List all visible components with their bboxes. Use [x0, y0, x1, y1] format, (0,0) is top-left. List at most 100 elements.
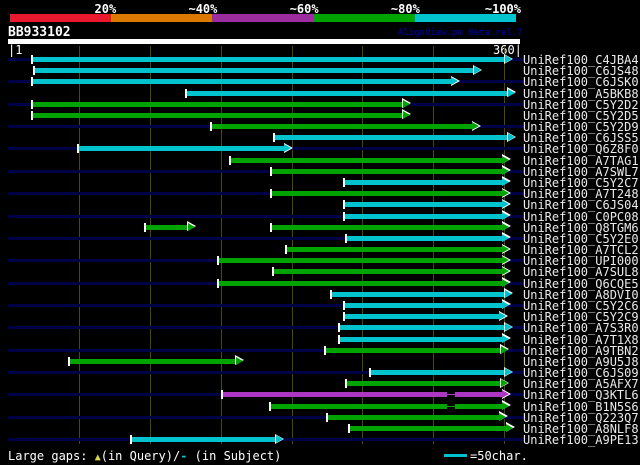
alignment-bar[interactable]	[31, 112, 405, 118]
hit-label[interactable]: UniRef100_A5AFX7	[523, 377, 639, 392]
lane-line	[8, 192, 524, 196]
arrowhead-icon	[502, 267, 509, 276]
hit-label[interactable]: UniRef100_Q6CQE5	[523, 276, 639, 291]
bar-start-tick	[216, 256, 219, 266]
hit-label[interactable]: UniRef100_A5BKB8	[523, 86, 639, 101]
alignment-bar[interactable]	[270, 191, 504, 197]
alignment-bar[interactable]	[76, 146, 286, 152]
bar-start-tick	[270, 166, 273, 176]
alignment-bar[interactable]	[324, 347, 503, 353]
hit-label[interactable]: UniRef100_A9TBN2	[523, 343, 639, 358]
hit-label[interactable]: UniRef100_Q6Z8F0	[523, 142, 639, 157]
hit-label[interactable]: UniRef100_A7T1X8	[523, 332, 639, 347]
lane-line	[8, 415, 524, 419]
arrowhead-icon	[502, 177, 509, 186]
gridline-150	[221, 46, 222, 444]
scale-percent-label: ~40%	[188, 2, 218, 16]
query-gap-icon: ▲	[94, 452, 101, 463]
hit-label[interactable]: UniRef100_C5Y2C7	[523, 175, 639, 190]
hit-label[interactable]: UniRef100_C5Y2D5	[523, 108, 639, 123]
alignment-bar[interactable]	[345, 235, 504, 241]
hit-label[interactable]: UniRef100_A8DVI0	[523, 287, 639, 302]
hit-label[interactable]: UniRef100_C6JS04	[523, 198, 639, 213]
hit-label[interactable]: UniRef100_C5Y2D2	[523, 97, 639, 112]
hit-label[interactable]: UniRef100_A9PE13	[523, 433, 639, 448]
ruler-bar	[8, 39, 520, 44]
hit-label[interactable]: UniRef100_C4JBA4	[523, 53, 639, 67]
alignment-bar[interactable]	[342, 202, 504, 208]
hit-label[interactable]: UniRef100_B1N5S6	[523, 399, 639, 414]
alignment-bar[interactable]	[342, 179, 504, 185]
hit-label[interactable]: UniRef100_A9U5J8	[523, 354, 639, 369]
arrowhead-icon	[506, 423, 514, 432]
alignment-bar[interactable]	[329, 291, 507, 297]
hit-label[interactable]: UniRef100_A7TAG1	[523, 153, 639, 168]
scale-percent-label: ~80%	[390, 2, 420, 16]
bar-start-tick	[342, 200, 345, 210]
alignment-bar[interactable]	[342, 302, 504, 308]
lane-line	[8, 371, 524, 375]
alignment-bar[interactable]	[338, 336, 504, 342]
hit-label[interactable]: UniRef100_Q3KTL6	[523, 388, 639, 403]
hit-label[interactable]: UniRef100_A7SUL8	[523, 265, 639, 280]
hit-label[interactable]: UniRef100_C6JSK0	[523, 75, 639, 90]
alignment-bar[interactable]	[32, 68, 476, 74]
alignment-bar[interactable]	[325, 414, 501, 420]
alignment-bar[interactable]	[268, 403, 504, 409]
alignment-bar[interactable]	[338, 325, 507, 331]
alignment-bar[interactable]	[216, 280, 504, 286]
hit-label[interactable]: UniRef100_C6JS48	[523, 64, 639, 79]
alignment-bar[interactable]	[31, 101, 405, 107]
alignment-bar[interactable]	[209, 124, 474, 130]
gridline-200	[292, 46, 293, 444]
hit-label[interactable]: UniRef100_C5Y2C6	[523, 298, 639, 313]
hit-label[interactable]: UniRef100_A7T248	[523, 187, 639, 202]
hit-label[interactable]: UniRef100_C6JSS5	[523, 131, 639, 146]
hit-label[interactable]: UniRef100_A7S3R0	[523, 321, 639, 336]
alignment-bar[interactable]	[31, 57, 507, 62]
alignment-bar[interactable]	[68, 358, 238, 364]
bar-start-tick	[31, 99, 34, 109]
bar-start-tick	[329, 289, 332, 299]
alignment-bar[interactable]	[342, 213, 504, 219]
alignment-bar[interactable]	[369, 370, 507, 376]
alignment-bar[interactable]	[270, 224, 504, 230]
bar-start-tick	[324, 345, 327, 355]
hit-label[interactable]: UniRef100_A8NLF8	[523, 421, 639, 436]
hit-label[interactable]: UniRef100_C6JS09	[523, 366, 639, 381]
scale-length-icon	[444, 454, 467, 457]
bar-start-tick	[270, 222, 273, 232]
alignment-bar[interactable]	[342, 314, 501, 320]
alignment-bar[interactable]	[144, 224, 190, 230]
alignment-bar[interactable]	[229, 157, 504, 163]
alignment-bar[interactable]	[130, 437, 278, 443]
alignment-bar[interactable]	[216, 258, 504, 264]
hit-label[interactable]: UniRef100_C5Y2E0	[523, 231, 639, 246]
alignment-bar[interactable]	[271, 269, 504, 275]
gridline-250	[362, 46, 363, 444]
arrowhead-icon	[284, 144, 292, 153]
hit-label[interactable]: UniRef100_A7SWL7	[523, 164, 639, 179]
bar-start-tick	[273, 133, 276, 143]
alignment-bar[interactable]	[270, 168, 504, 174]
alignment-bar[interactable]	[273, 135, 510, 141]
hit-label[interactable]: UniRef100_C5Y2D9	[523, 120, 639, 135]
hit-label[interactable]: UniRef100_C5Y2C9	[523, 310, 639, 325]
bar-start-tick	[31, 55, 34, 64]
hit-label[interactable]: UniRef100_Q8TGM6	[523, 220, 639, 235]
arrowhead-icon	[507, 88, 515, 97]
hit-label[interactable]: UniRef100_Q223Q7	[523, 410, 639, 425]
gridline-300	[433, 46, 434, 444]
alignment-bar[interactable]	[31, 79, 453, 85]
alignment-bar[interactable]	[284, 247, 504, 253]
alignment-bar[interactable]	[348, 425, 508, 431]
hit-label[interactable]: UniRef100_UPI000..	[523, 254, 640, 269]
hit-label[interactable]: UniRef100_C0PC08	[523, 209, 639, 224]
scale-segment	[414, 14, 516, 22]
alignment-bar[interactable]	[220, 392, 504, 398]
lane-line	[8, 303, 524, 307]
hit-label[interactable]: UniRef100_A7TCL2	[523, 243, 639, 258]
arrowhead-icon	[502, 390, 509, 399]
alignment-bar[interactable]	[345, 381, 503, 387]
alignment-bar[interactable]	[185, 90, 510, 96]
